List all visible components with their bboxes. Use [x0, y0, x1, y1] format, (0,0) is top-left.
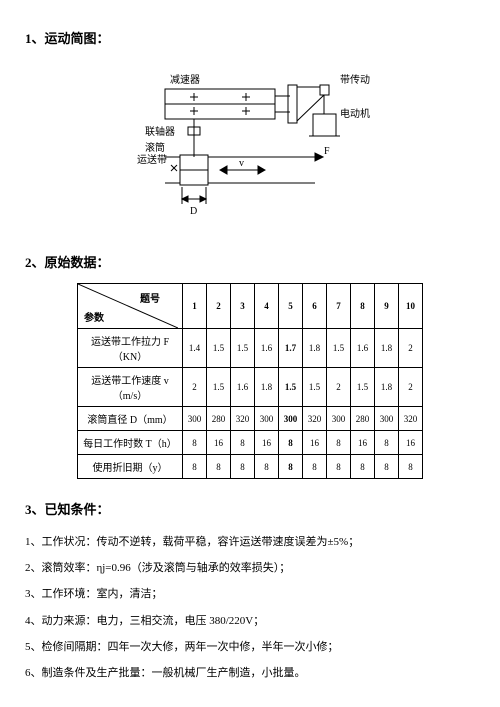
- data-cell: 300: [255, 407, 279, 431]
- data-cell: 8: [303, 455, 327, 479]
- data-cell: 16: [351, 431, 375, 455]
- col-header: 8: [351, 284, 375, 329]
- condition-item: 2、滚筒效率：ηj=0.96（涉及滚筒与轴承的效率损失）；: [25, 556, 475, 580]
- data-cell: 2: [183, 368, 207, 407]
- data-cell: 1.8: [375, 368, 399, 407]
- data-cell: 16: [399, 431, 423, 455]
- row-label: 滚筒直径 D（mm）: [78, 407, 183, 431]
- condition-item: 1、工作状况：传动不逆转，载荷平稳，容许运送带速度误差为±5%；: [25, 530, 475, 554]
- diag-header: 题号 参数: [78, 284, 183, 329]
- data-cell: 16: [255, 431, 279, 455]
- data-cell: 8: [279, 455, 303, 479]
- header-row: 题号 参数 12345678910: [78, 284, 423, 329]
- label-reducer: 减速器: [170, 74, 200, 86]
- data-cell: 300: [279, 407, 303, 431]
- data-cell: 320: [303, 407, 327, 431]
- data-cell: 8: [183, 455, 207, 479]
- data-cell: 8: [231, 455, 255, 479]
- table-row: 使用折旧期（y）8888888888: [78, 455, 423, 479]
- col-header: 6: [303, 284, 327, 329]
- col-header: 9: [375, 284, 399, 329]
- data-cell: 280: [207, 407, 231, 431]
- table-row: 每日工作时数 T（h）816816816816816: [78, 431, 423, 455]
- diag-label-top: 题号: [140, 290, 160, 305]
- col-header: 7: [327, 284, 351, 329]
- label-d: D: [190, 206, 197, 217]
- col-header: 4: [255, 284, 279, 329]
- data-cell: 1.5: [303, 368, 327, 407]
- data-cell: 1.5: [207, 329, 231, 368]
- row-label: 运送带工作速度 v（m/s）: [78, 368, 183, 407]
- data-cell: 8: [327, 455, 351, 479]
- data-cell: 8: [183, 431, 207, 455]
- data-cell: 300: [375, 407, 399, 431]
- condition-item: 5、检修间隔期：四年一次大修，两年一次中修，半年一次小修；: [25, 635, 475, 659]
- col-header: 10: [399, 284, 423, 329]
- col-header: 5: [279, 284, 303, 329]
- data-cell: 300: [183, 407, 207, 431]
- data-cell: 300: [327, 407, 351, 431]
- condition-item: 6、制造条件及生产批量：一般机械厂生产制造，小批量。: [25, 661, 475, 685]
- data-cell: 1.8: [255, 368, 279, 407]
- condition-item: 3、工作环境：室内，清洁；: [25, 582, 475, 606]
- conditions-list: 1、工作状况：传动不逆转，载荷平稳，容许运送带速度误差为±5%；2、滚筒效率：η…: [25, 530, 475, 685]
- data-cell: 16: [207, 431, 231, 455]
- data-cell: 320: [399, 407, 423, 431]
- row-label: 运送带工作拉力 F（KN）: [78, 329, 183, 368]
- condition-item: 4、动力来源：电力，三相交流，电压 380/220V；: [25, 609, 475, 633]
- label-belt-drive: 带传动: [340, 74, 370, 86]
- data-cell: 2: [327, 368, 351, 407]
- data-cell: 8: [327, 431, 351, 455]
- section2-heading: 2、原始数据：: [25, 252, 475, 271]
- label-v: v: [239, 158, 244, 169]
- data-cell: 1.7: [279, 329, 303, 368]
- data-cell: 8: [279, 431, 303, 455]
- col-header: 3: [231, 284, 255, 329]
- data-cell: 1.5: [351, 368, 375, 407]
- data-cell: 8: [207, 455, 231, 479]
- data-cell: 1.6: [351, 329, 375, 368]
- label-conveyor: 运送带: [137, 153, 167, 166]
- data-cell: 1.5: [207, 368, 231, 407]
- data-cell: 2: [399, 368, 423, 407]
- diag-label-bottom: 参数: [84, 309, 104, 324]
- col-header: 2: [207, 284, 231, 329]
- data-cell: 16: [303, 431, 327, 455]
- label-f: F: [324, 146, 330, 157]
- table-row: 运送带工作速度 v（m/s）21.51.61.81.51.521.51.82: [78, 368, 423, 407]
- row-label: 使用折旧期（y）: [78, 455, 183, 479]
- data-cell: 1.5: [327, 329, 351, 368]
- data-cell: 8: [255, 455, 279, 479]
- table-row: 运送带工作拉力 F（KN）1.41.51.51.61.71.81.51.61.8…: [78, 329, 423, 368]
- label-motor: 电动机: [340, 107, 370, 120]
- data-cell: 8: [375, 455, 399, 479]
- data-cell: 1.5: [231, 329, 255, 368]
- data-table: 题号 参数 12345678910 运送带工作拉力 F（KN）1.41.51.5…: [77, 283, 423, 479]
- section1-heading: 1、运动简图：: [25, 28, 475, 47]
- kinematic-diagram: 减速器 带传动 电动机 联轴器 滚筒 运送带 v F D: [25, 59, 475, 232]
- data-cell: 1.8: [303, 329, 327, 368]
- data-cell: 8: [375, 431, 399, 455]
- label-drum: 滚筒: [145, 141, 165, 154]
- col-header: 1: [183, 284, 207, 329]
- label-coupling: 联轴器: [145, 125, 175, 138]
- data-cell: 8: [231, 431, 255, 455]
- data-cell: 320: [231, 407, 255, 431]
- data-cell: 1.6: [231, 368, 255, 407]
- section3-heading: 3、已知条件：: [25, 499, 475, 518]
- data-cell: 8: [399, 455, 423, 479]
- data-cell: 280: [351, 407, 375, 431]
- data-cell: 1.8: [375, 329, 399, 368]
- data-cell: 1.4: [183, 329, 207, 368]
- data-cell: 1.6: [255, 329, 279, 368]
- table-row: 滚筒直径 D（mm）300280320300300320300280300320: [78, 407, 423, 431]
- data-cell: 2: [399, 329, 423, 368]
- row-label: 每日工作时数 T（h）: [78, 431, 183, 455]
- diagram-svg: 减速器 带传动 电动机 联轴器 滚筒 运送带 v F D: [115, 59, 385, 229]
- data-cell: 8: [351, 455, 375, 479]
- data-cell: 1.5: [279, 368, 303, 407]
